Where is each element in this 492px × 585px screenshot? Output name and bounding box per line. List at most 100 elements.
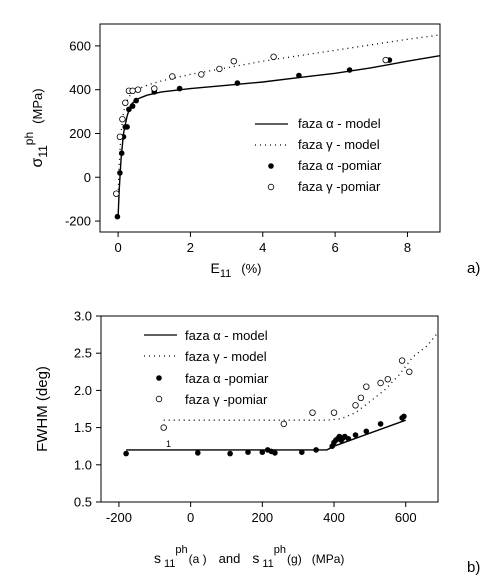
xb-sub2: 11 bbox=[262, 558, 273, 570]
data-point-a-3 bbox=[129, 87, 136, 94]
legend-a-gamma-meas-label: faza γ -pomiar bbox=[298, 179, 381, 194]
data-point-b-2 bbox=[272, 450, 278, 456]
y-tick-label: 3.0 bbox=[74, 309, 92, 324]
legend-b: faza α - model faza γ - model faza α -po… bbox=[144, 328, 269, 407]
data-point-b-2 bbox=[245, 449, 251, 456]
x-tick-label: 6 bbox=[331, 240, 338, 255]
data-point-b-3 bbox=[377, 379, 384, 387]
x-tick-label: 400 bbox=[323, 510, 345, 525]
y-tick-label: 2.0 bbox=[74, 383, 92, 398]
legend-b-alpha-meas-marker bbox=[156, 375, 162, 381]
legend-a-gamma-model-label: faza γ - model bbox=[298, 137, 380, 152]
xb-unit: (MPa) bbox=[312, 552, 345, 566]
xb-s1: s bbox=[154, 550, 161, 566]
x-tick-label: 0 bbox=[187, 510, 194, 525]
data-point-a-3 bbox=[119, 115, 126, 123]
legend-b-alpha-meas-label: faza α -pomiar bbox=[185, 371, 269, 386]
data-point-a-3 bbox=[230, 58, 237, 65]
x-tick-label: -200 bbox=[106, 510, 132, 525]
y-tick-label: 0.5 bbox=[74, 495, 92, 510]
y-axis-label-b: FWHM (deg) bbox=[34, 366, 51, 452]
data-point-a-2 bbox=[129, 103, 136, 109]
xb-g: (g) bbox=[287, 552, 302, 566]
legend-b-gamma-meas-label: faza γ -pomiar bbox=[185, 392, 268, 407]
plot-frame-a bbox=[99, 23, 441, 233]
y-axis-label-a: σ11ph (MPa) bbox=[22, 88, 50, 167]
y-tick-label: 1.5 bbox=[74, 420, 92, 435]
data-point-b-3 bbox=[280, 420, 287, 428]
axis-ticks-b: -200 0 200 400 600 0.5 1.0 1.5 2.0 2.5 3.0 bbox=[74, 309, 417, 526]
xb-sup1: ph bbox=[175, 544, 187, 556]
legend-a-gamma-meas-marker bbox=[267, 183, 275, 191]
x-axis-label-a: E11 (%) bbox=[211, 260, 262, 280]
data-point-b-3 bbox=[160, 424, 167, 431]
axis-ticks-a: 0 2 4 6 8 -200 0 200 400 600 bbox=[65, 38, 411, 255]
panel-label-a: a) bbox=[467, 260, 480, 277]
data-point-a-2 bbox=[117, 170, 123, 176]
xb-a: (a ) bbox=[189, 552, 207, 566]
data-point-b-3 bbox=[406, 368, 413, 375]
y-tick-label: -200 bbox=[65, 214, 91, 229]
data-point-b-2 bbox=[401, 413, 407, 420]
data-point-a-3 bbox=[382, 56, 389, 64]
legend-a-alpha-meas-label: faza α -pomiar bbox=[298, 158, 382, 173]
xb-sup2: ph bbox=[274, 544, 286, 556]
y-label-sub: 11 bbox=[36, 145, 50, 158]
data-point-b-3 bbox=[398, 357, 406, 364]
data-point-b-2 bbox=[195, 450, 201, 456]
data-point-a-3 bbox=[216, 65, 223, 73]
y-label-sup: ph bbox=[22, 132, 36, 145]
data-point-a-2 bbox=[124, 124, 130, 130]
panel-b: -200 0 200 400 600 0.5 1.0 1.5 2.0 2.5 3.0 FWHM (d… bbox=[34, 309, 480, 577]
legend-b-gamma-meas-marker bbox=[155, 395, 163, 403]
data-point-b-2 bbox=[352, 432, 359, 438]
y-tick-label: 1.0 bbox=[74, 457, 92, 472]
data-point-a-3 bbox=[198, 71, 205, 78]
plot-frame-b bbox=[100, 315, 439, 503]
data-point-b-2 bbox=[299, 449, 305, 456]
y-label-sigma: σ bbox=[29, 158, 46, 168]
xb-sub1: 11 bbox=[164, 558, 175, 570]
data-point-a-3 bbox=[116, 133, 124, 140]
x-tick-label: 600 bbox=[395, 510, 417, 525]
series-line-a-0 bbox=[117, 55, 440, 217]
data-point-a-2 bbox=[126, 106, 132, 113]
data-point-b-2 bbox=[345, 436, 352, 442]
x-tick-label: 2 bbox=[187, 240, 194, 255]
annotation-b: 1 bbox=[166, 439, 171, 449]
y-tick-label: 2.5 bbox=[74, 346, 92, 361]
x-axis-label-b: s 11ph(a ) and s 11ph(g) (MPa) bbox=[154, 544, 344, 570]
data-point-a-3 bbox=[134, 86, 142, 93]
legend-a: faza α - model faza γ - model faza α -po… bbox=[255, 116, 382, 194]
xb-s2: s bbox=[252, 550, 259, 566]
x-label-unit: (%) bbox=[241, 261, 261, 276]
data-point-b-2 bbox=[363, 428, 370, 435]
data-point-b-3 bbox=[352, 402, 359, 409]
data-point-a-3 bbox=[113, 190, 120, 197]
data-point-b-2 bbox=[259, 449, 266, 456]
legend-a-alpha-meas-marker bbox=[268, 163, 274, 169]
legend-b-gamma-model-label: faza γ - model bbox=[185, 349, 267, 364]
svg-text:σ11ph(MPa): σ11ph (MPa) bbox=[22, 88, 50, 167]
x-tick-label: 200 bbox=[251, 510, 273, 525]
data-point-a-2 bbox=[118, 150, 125, 156]
legend-b-alpha-model-label: faza α - model bbox=[185, 328, 268, 343]
data-point-a-3 bbox=[122, 99, 129, 106]
data-point-b-2 bbox=[377, 421, 384, 427]
data-point-b-3 bbox=[384, 376, 391, 383]
data-point-a-3 bbox=[151, 85, 158, 92]
x-tick-label: 0 bbox=[114, 240, 121, 255]
x-tick-label: 8 bbox=[404, 240, 411, 255]
data-point-a-2 bbox=[114, 213, 121, 220]
data-point-a-2 bbox=[346, 67, 353, 73]
y-tick-label: 200 bbox=[69, 126, 91, 141]
data-point-b-3 bbox=[330, 409, 338, 416]
data-point-b-2 bbox=[227, 450, 233, 457]
data-point-a-2 bbox=[234, 80, 241, 86]
panel-label-b: b) bbox=[467, 559, 480, 576]
data-point-b-2 bbox=[313, 447, 319, 453]
y-tick-label: 400 bbox=[69, 82, 91, 97]
x-tick-label: 4 bbox=[259, 240, 266, 255]
